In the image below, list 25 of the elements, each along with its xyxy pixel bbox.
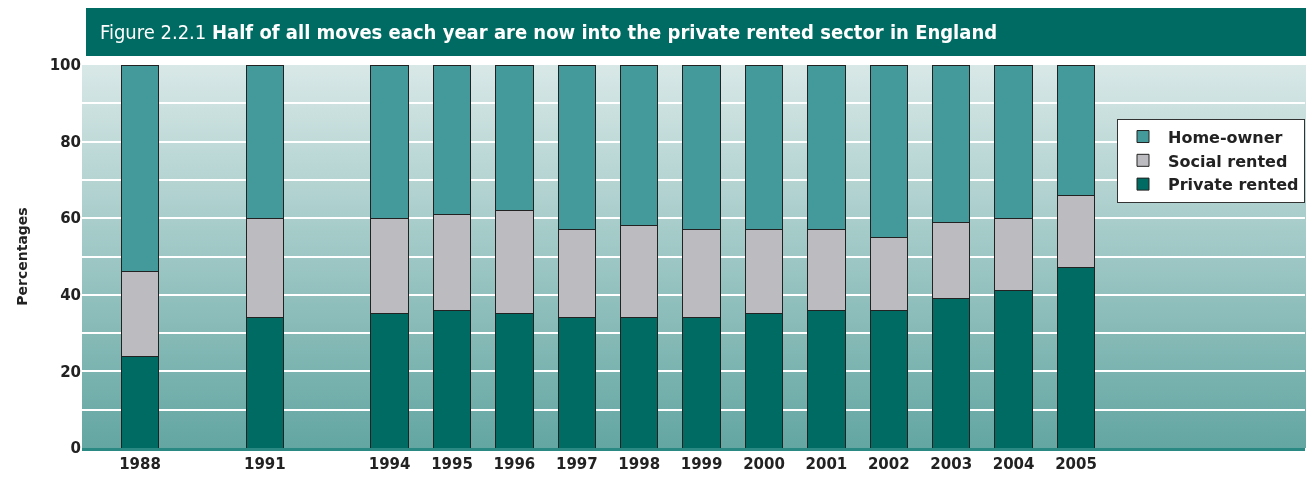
x-tick-label: 1999 [680, 455, 723, 473]
legend-label: Social rented [1168, 151, 1288, 171]
y-tick-label: 80 [60, 132, 81, 151]
x-tick-label: 1995 [431, 455, 473, 473]
legend-label: Home-owner [1168, 127, 1283, 147]
y-tick-label: 100 [49, 56, 81, 75]
x-tick-label: 1994 [368, 455, 411, 473]
x-tick-label: 1997 [555, 455, 598, 473]
y-tick-label: 60 [60, 209, 81, 228]
x-tick-label: 1998 [618, 455, 661, 473]
x-tick-label: 2001 [805, 455, 848, 473]
x-tick-label: 1991 [243, 455, 286, 473]
x-tick-label: 1988 [119, 455, 161, 473]
y-axis-title: Percentages [14, 207, 31, 306]
y-tick-label: 20 [60, 362, 81, 381]
x-tick-label: 2002 [867, 455, 910, 473]
chart-title: Figure 2.2.1 Half of all moves each year are now into the private rented sector in England [86, 8, 1306, 56]
x-tick-label: 2004 [992, 455, 1035, 473]
x-tick-label: 1996 [493, 455, 536, 473]
x-tick-label: 2005 [1055, 455, 1097, 473]
y-tick-label: 0 [70, 439, 81, 458]
x-tick-label: 2003 [930, 455, 973, 473]
legend-label: Private rented [1168, 175, 1299, 195]
y-tick-label: 40 [60, 286, 81, 305]
x-tick-label: 2000 [743, 455, 785, 473]
